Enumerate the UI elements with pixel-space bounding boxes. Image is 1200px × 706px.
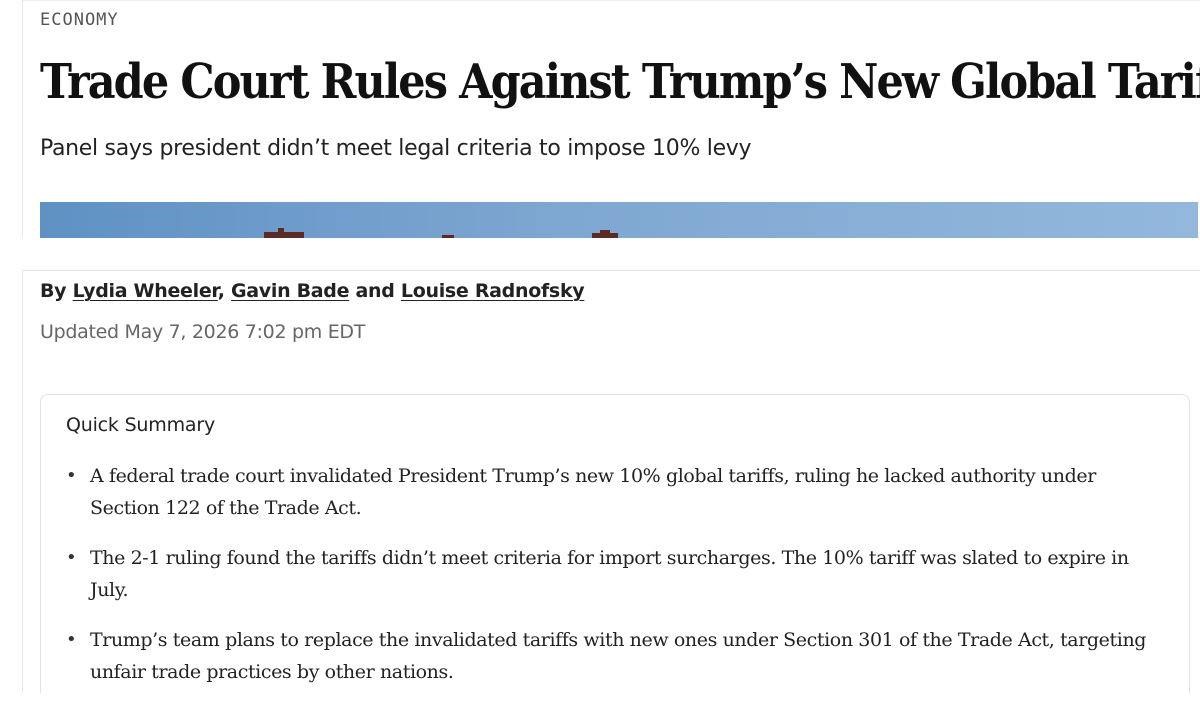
section-label[interactable]: ECONOMY [40,10,119,30]
hero-image-detail [600,230,610,238]
bullet-icon: • [66,547,77,568]
subheadline: Panel says president didn’t meet legal c… [40,136,752,161]
updated-timestamp: Updated May 7, 2026 7:02 pm EDT [40,321,366,343]
panel-left-border [22,0,23,238]
bullet-icon: • [66,465,77,486]
quick-summary-title: Quick Summary [66,414,215,436]
author-link-gavin-bade[interactable]: Gavin Bade [230,280,350,302]
summary-bullet-text: A federal trade court invalidated Presid… [90,465,1096,519]
bottom-edge [0,693,1200,705]
list-item: • The 2-1 ruling found the tariffs didn’… [66,542,1166,606]
list-item: • Trump’s team plans to replace the inva… [66,624,1166,688]
hero-image-detail [264,232,304,238]
panel-top-border [22,270,1200,271]
bullet-icon: • [66,629,77,650]
panel-top-border [22,0,1200,1]
quick-summary-card: Quick Summary • A federal trade court in… [40,394,1190,694]
byline: By Lydia Wheeler, Gavin Bade and Louise … [40,280,585,302]
byline-prefix: By [40,280,67,302]
panel-left-border [22,270,23,695]
author-link-lydia-wheeler[interactable]: Lydia Wheeler [72,280,218,302]
article-body: By Lydia Wheeler, Gavin Bade and Louise … [0,270,1200,705]
summary-bullet-text: The 2-1 ruling found the tariffs didn’t … [90,547,1129,601]
headline: Trade Court Rules Against Trump’s New Gl… [40,54,1200,111]
article-header: ECONOMY Trade Court Rules Against Trump’… [0,0,1200,238]
list-item: • A federal trade court invalidated Pres… [66,460,1166,524]
summary-bullet-text: Trump’s team plans to replace the invali… [90,629,1147,683]
quick-summary-list: • A federal trade court invalidated Pres… [66,460,1166,706]
author-link-louise-radnofsky[interactable]: Louise Radnofsky [400,280,585,302]
byline-conjunction: and [355,280,395,302]
byline-separator: , [217,280,225,302]
hero-image [40,202,1198,238]
hero-image-detail [278,228,284,238]
hero-image-detail [442,235,454,238]
